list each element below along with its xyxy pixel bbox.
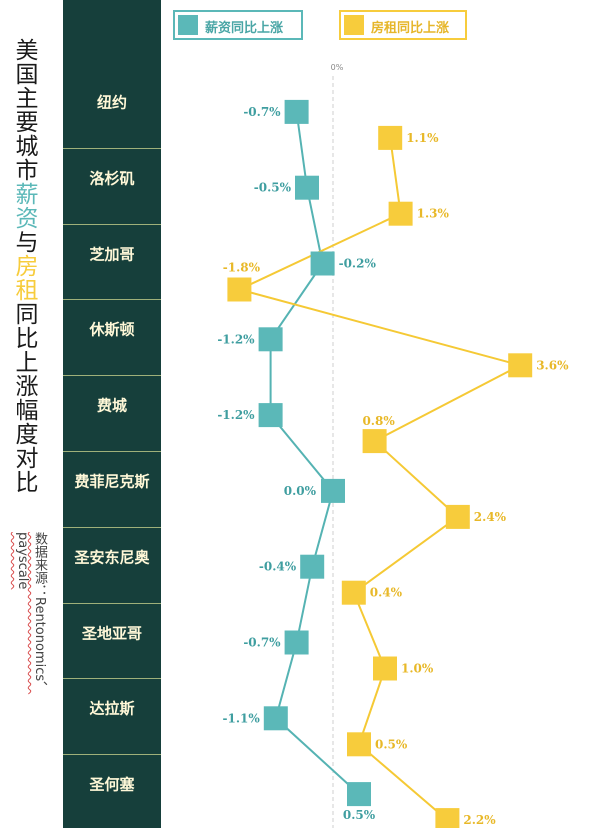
- salary-point: [347, 782, 371, 807]
- row-separator: [63, 299, 161, 301]
- chart-title: 美国主要城市薪资与房租同比上涨幅度对比: [9, 38, 39, 494]
- rent-value-label: 0.4%: [370, 586, 403, 600]
- rent-value-label: 0.8%: [362, 414, 395, 428]
- row-separator: [63, 375, 161, 377]
- rent-point: [508, 353, 533, 378]
- city-label: 圣安东尼奥: [74, 548, 150, 567]
- rent-point: [227, 277, 252, 302]
- row-separator: [63, 147, 161, 149]
- salary-series-line: [269, 111, 360, 795]
- salary-point: [295, 175, 319, 200]
- salary-value-label: -1.1%: [223, 711, 261, 725]
- rent-value-label: 1.3%: [417, 207, 450, 221]
- rent-value-label: -1.8%: [223, 261, 261, 275]
- city-label: 费城: [96, 396, 127, 415]
- rent-point: [362, 429, 387, 454]
- rent-value-label: 2.4%: [474, 510, 507, 524]
- city-label: 休斯顿: [89, 320, 135, 339]
- salary-value-label: -0.5%: [254, 181, 292, 195]
- salary-value-label: -0.7%: [243, 105, 281, 119]
- title-column: 美国主要城市薪资与房租同比上涨幅度对比 数据来源：Rentonomics、pay…: [0, 38, 47, 748]
- row-separator: [63, 754, 161, 756]
- city-label: 纽约: [96, 93, 127, 112]
- legend-rent-label: 房租同比上涨: [371, 21, 450, 36]
- title-salary-word: 薪资: [11, 182, 37, 230]
- salary-value-label: -0.7%: [243, 636, 281, 650]
- city-label: 圣地亚哥: [81, 624, 142, 642]
- row-separator: [63, 602, 161, 604]
- title-part2: 与: [11, 230, 37, 254]
- rent-value-label: 0.5%: [375, 737, 408, 751]
- salary-point: [300, 554, 325, 579]
- rent-point: [373, 656, 397, 681]
- row-separator: [63, 678, 161, 680]
- zero-tick-label: 0%: [331, 63, 344, 72]
- row-separator: [63, 451, 161, 452]
- salary-value-label: -0.2%: [339, 257, 377, 271]
- legend-salary-swatch: [178, 15, 198, 35]
- legend-rent: 房租同比上涨: [339, 10, 467, 40]
- title-part1: 美国主要城市: [11, 38, 37, 182]
- rent-point: [347, 732, 371, 757]
- rent-point: [435, 808, 460, 828]
- legend-salary: 薪资同比上涨: [173, 10, 303, 40]
- salary-point: [284, 630, 309, 655]
- rent-point: [388, 201, 413, 226]
- rent-point: [341, 580, 366, 605]
- rent-value-label: 1.1%: [406, 131, 439, 145]
- rent-point: [378, 125, 403, 150]
- legend-salary-label: 薪资同比上涨: [205, 21, 284, 36]
- salary-point: [284, 99, 309, 124]
- row-separator: [63, 526, 161, 528]
- title-rent-word: 房租: [11, 254, 37, 302]
- rent-value-label: 1.0%: [401, 662, 434, 676]
- legend-rent-swatch: [344, 15, 364, 35]
- salary-value-label: -1.2%: [217, 408, 255, 422]
- salary-value-label: -0.4%: [259, 560, 297, 574]
- rent-value-label: 2.2%: [463, 813, 496, 827]
- title-part3: 同比上涨幅度对比: [11, 302, 37, 494]
- row-separator: [63, 223, 161, 225]
- salary-point: [263, 706, 288, 731]
- source-note: 数据来源：Rentonomics、payscale: [15, 532, 47, 695]
- salary-point: [258, 403, 283, 428]
- salary-point: [258, 327, 283, 352]
- rent-value-label: 3.6%: [536, 358, 569, 372]
- rent-point: [445, 504, 470, 529]
- city-label: 洛杉矶: [89, 169, 135, 188]
- city-label: 达拉斯: [89, 699, 135, 718]
- salary-value-label: -1.2%: [217, 332, 255, 346]
- city-label: 费菲尼克斯: [74, 472, 150, 491]
- salary-value-label: 0.0%: [284, 484, 317, 498]
- salary-value-label: 0.5%: [343, 808, 376, 822]
- city-label: 圣何塞: [89, 775, 135, 794]
- salary-point: [310, 251, 335, 276]
- salary-point: [321, 478, 345, 503]
- city-label: 芝加哥: [89, 245, 135, 263]
- city-panel: 纽约洛杉矶芝加哥休斯顿费城费菲尼克斯圣安东尼奥圣地亚哥达拉斯圣何塞: [63, 0, 161, 828]
